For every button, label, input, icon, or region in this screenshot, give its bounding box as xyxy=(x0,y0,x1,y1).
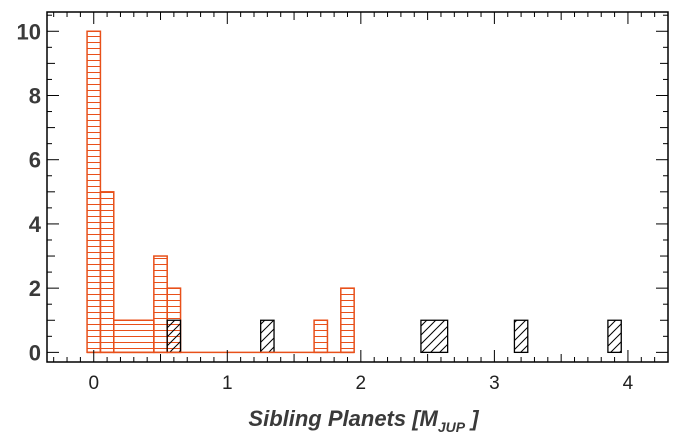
y-tick-label: 4 xyxy=(29,212,42,237)
histogram-bar-series1-4 xyxy=(607,319,622,354)
histogram-bar-series0-5 xyxy=(313,319,329,354)
histogram-bar-series0-2 xyxy=(113,319,155,354)
ticks-layer xyxy=(47,12,669,362)
x-tick-label: 0 xyxy=(88,373,99,394)
histogram-bar-series1-1 xyxy=(260,319,275,354)
x-tick-label: 2 xyxy=(356,373,367,394)
x-tick-label: 3 xyxy=(489,373,500,394)
y-tick-label: 10 xyxy=(17,19,41,44)
histogram-bar-series0-0 xyxy=(86,30,102,354)
histogram-bar-series1-2 xyxy=(420,319,449,354)
x-axis-label-main: Sibling Planets [M xyxy=(248,406,438,431)
x-axis-label: Sibling Planets [MJUP ] xyxy=(248,406,479,435)
histogram-bar-series0-6 xyxy=(340,287,355,354)
x-tick-label: 4 xyxy=(623,373,634,394)
y-tick-label: 6 xyxy=(29,148,41,173)
x-axis-label-subscript: JUP xyxy=(438,419,466,435)
x-axis-label-close: ] xyxy=(465,406,479,431)
y-tick-label: 2 xyxy=(29,276,41,301)
plot-frame xyxy=(46,11,669,363)
y-tick-label: 0 xyxy=(29,340,41,365)
histogram-bar-series1-3 xyxy=(513,319,529,354)
histogram-bar-series1-0 xyxy=(166,319,182,354)
y-tick-label: 8 xyxy=(29,83,41,108)
tick-labels-layer: 0 2 4 6 8 10 0 1 2 3 4 xyxy=(17,19,634,394)
histogram-bar-series0-1 xyxy=(99,191,115,354)
bars-layer xyxy=(86,30,622,354)
x-tick-label: 1 xyxy=(222,373,233,394)
histogram-bar-series0-3 xyxy=(153,255,168,354)
